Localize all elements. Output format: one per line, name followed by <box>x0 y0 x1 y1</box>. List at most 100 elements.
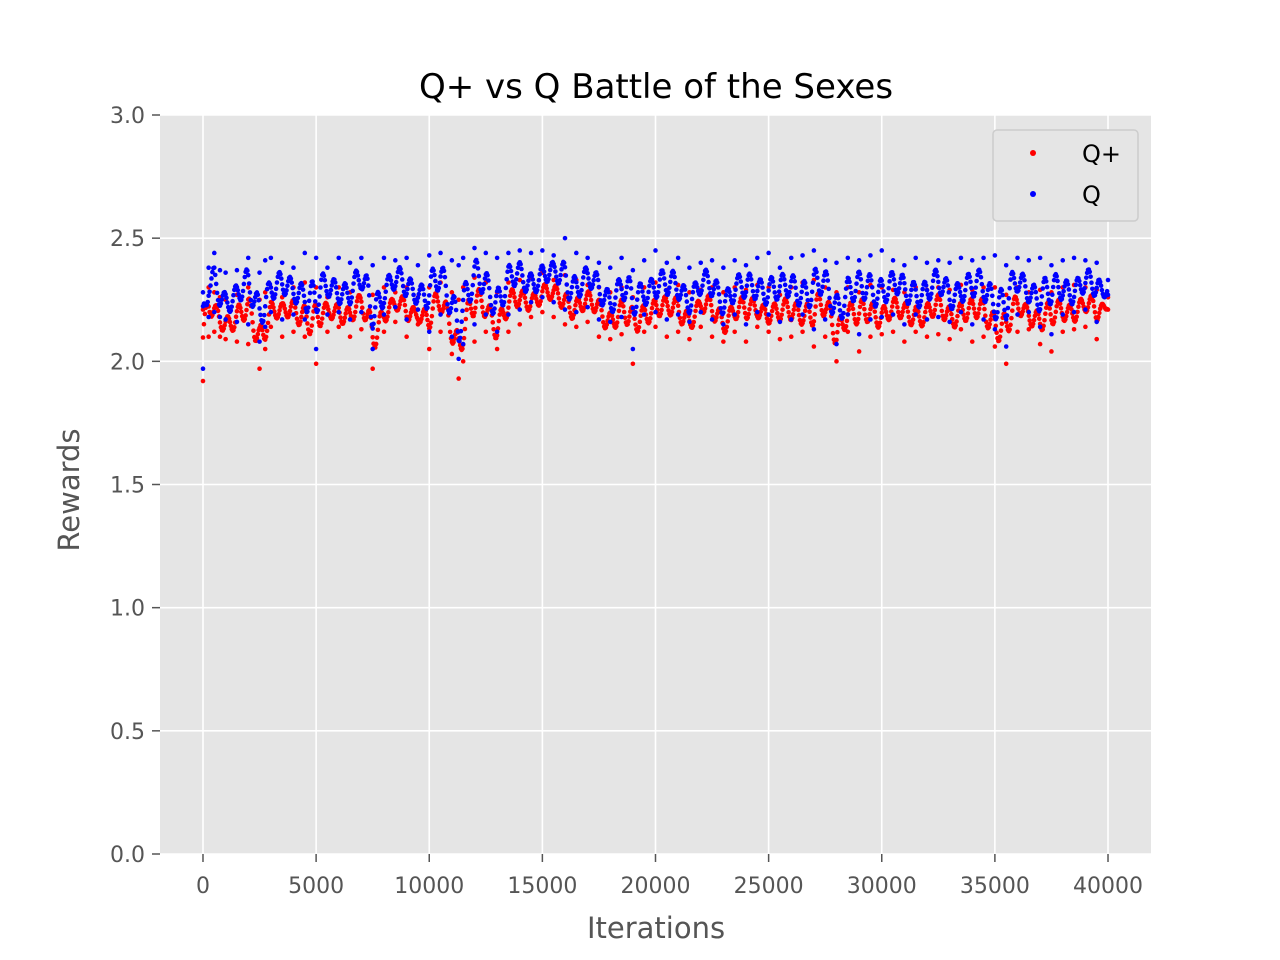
data-point <box>313 361 319 367</box>
data-point <box>315 307 321 313</box>
data-point <box>332 280 338 285</box>
data-point <box>646 289 651 295</box>
data-point <box>688 308 693 314</box>
data-point <box>587 281 592 286</box>
data-point <box>582 301 588 307</box>
data-point <box>1087 269 1093 275</box>
data-point <box>541 269 547 274</box>
data-point <box>758 309 764 314</box>
data-point <box>1043 305 1049 311</box>
data-point <box>502 293 508 299</box>
legend-label-q-plus: Q+ <box>1082 140 1121 168</box>
data-point <box>494 333 500 338</box>
data-point <box>856 258 862 263</box>
data-point <box>443 283 449 289</box>
data-point <box>569 284 575 290</box>
data-point <box>473 305 478 311</box>
data-point <box>336 309 342 315</box>
data-point <box>879 278 885 283</box>
data-point <box>647 319 652 325</box>
data-point <box>618 282 623 288</box>
data-point <box>616 308 622 314</box>
data-point <box>897 280 903 286</box>
data-point <box>518 261 523 267</box>
data-point <box>513 299 518 305</box>
data-point <box>456 262 461 268</box>
data-point <box>243 313 248 318</box>
data-point <box>659 307 664 313</box>
data-point <box>1005 305 1011 311</box>
data-point <box>1060 293 1066 298</box>
data-point <box>812 312 818 317</box>
data-point <box>560 301 566 307</box>
data-point <box>235 287 241 293</box>
data-point <box>745 277 751 282</box>
data-point <box>386 305 392 310</box>
data-point <box>743 322 749 327</box>
data-point <box>397 302 402 307</box>
data-point <box>765 295 771 300</box>
data-point <box>868 253 873 258</box>
data-point <box>456 297 461 303</box>
data-point <box>493 293 499 299</box>
data-point <box>349 295 355 300</box>
data-point <box>300 287 306 292</box>
data-point <box>754 293 759 299</box>
data-point <box>845 312 851 317</box>
data-point <box>607 295 612 300</box>
data-point <box>849 302 855 308</box>
data-point <box>321 305 327 311</box>
data-point <box>808 315 813 320</box>
data-point <box>374 335 380 340</box>
data-point <box>353 304 359 309</box>
data-point <box>1090 286 1095 292</box>
data-point <box>875 296 880 301</box>
data-point <box>236 292 241 297</box>
data-point <box>834 260 839 266</box>
data-point <box>835 329 840 335</box>
data-point <box>606 290 611 295</box>
data-point <box>808 303 813 308</box>
data-point <box>460 341 466 347</box>
data-point <box>1003 344 1009 349</box>
data-point <box>808 297 814 303</box>
data-point <box>263 294 269 300</box>
data-point <box>857 271 863 277</box>
data-point <box>292 305 298 310</box>
data-point <box>661 271 666 276</box>
data-point <box>709 308 715 314</box>
data-point <box>630 361 636 367</box>
data-point <box>634 304 639 310</box>
data-point <box>892 282 898 288</box>
data-point <box>859 283 865 289</box>
data-point <box>536 277 542 283</box>
data-point <box>981 255 986 261</box>
data-point <box>953 323 959 328</box>
data-point <box>819 308 825 313</box>
data-point <box>474 293 480 298</box>
data-point <box>648 311 654 316</box>
data-point <box>869 285 875 290</box>
data-point <box>788 255 794 261</box>
data-point <box>315 314 321 320</box>
data-point <box>811 344 817 349</box>
data-point <box>460 308 465 314</box>
data-point <box>544 286 550 291</box>
data-point <box>953 286 959 292</box>
data-point <box>601 297 607 303</box>
data-point <box>842 294 848 300</box>
data-point <box>559 267 564 272</box>
data-point <box>641 312 647 317</box>
data-point <box>554 274 559 279</box>
data-point <box>245 272 251 278</box>
data-point <box>302 299 308 305</box>
data-point <box>257 270 262 275</box>
data-point <box>516 301 522 307</box>
data-point <box>591 277 597 283</box>
data-point <box>493 300 498 305</box>
data-point <box>802 280 808 286</box>
data-point <box>822 334 828 340</box>
data-point <box>553 269 558 274</box>
data-point <box>642 307 648 313</box>
data-point <box>352 314 357 319</box>
